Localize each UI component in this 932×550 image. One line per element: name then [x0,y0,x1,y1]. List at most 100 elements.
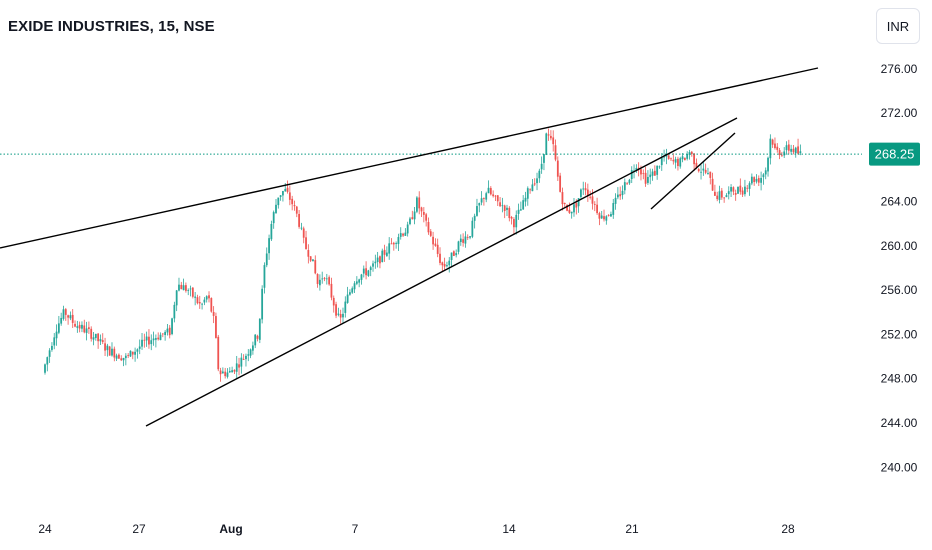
candlestick [175,289,178,312]
candlestick [219,367,222,382]
candlestick [700,164,702,180]
candlestick [487,180,490,194]
candlestick [351,286,354,294]
candlestick [76,320,79,333]
candlestick [256,334,259,342]
candlestick [446,261,448,268]
candlestick [224,367,227,379]
candlestick [559,172,562,193]
candlestick [233,369,236,374]
candlestick [757,175,760,187]
candlestick [272,210,275,229]
candlestick [748,181,751,196]
candlestick [85,321,88,341]
candlestick [152,331,155,346]
candlestick [755,174,758,184]
lower-support-trendline[interactable] [145,117,738,427]
candlestick [53,333,56,350]
candlestick [656,165,659,180]
candlestick [406,221,409,237]
candlestick [612,198,615,219]
candlestick [198,295,201,309]
upper-resistance-trendline[interactable] [0,67,819,249]
candlestick [522,195,525,210]
candlestick [651,168,654,181]
candlestick [409,216,411,226]
candlestick [277,197,280,209]
candlestick [217,334,220,372]
candlestick [670,157,672,161]
candlestick [104,337,106,356]
candlestick [44,363,46,375]
candlestick [746,184,749,193]
candlestick [697,167,700,173]
candlestick [99,334,102,345]
candlestick [607,214,610,217]
candlestick [672,153,675,165]
candlestick [605,215,608,225]
candlestick [171,317,173,336]
price-tick-label: 264.00 [881,195,918,209]
candlestick [238,357,240,376]
candlestick [422,207,425,223]
candlestick [136,348,139,359]
candlestick [228,367,231,373]
candlestick [679,156,682,169]
candlestick [249,348,252,359]
candlestick [455,249,458,258]
candlestick [242,354,245,361]
candlestick [150,334,153,351]
candlestick [517,203,520,220]
time-tick-label: 7 [352,522,359,536]
candlestick [385,246,388,257]
candlestick [725,193,728,198]
candlestick [300,222,303,231]
candlestick [173,301,176,323]
candlestick [501,197,504,213]
last-price-badge-box [869,142,920,166]
price-tick-label: 256.00 [881,283,918,297]
candlestick [122,357,125,367]
trendlines[interactable] [0,67,819,427]
candlestick [101,333,104,345]
wedge-lower-trendline[interactable] [650,132,736,210]
candlestick [526,186,529,206]
candlestick [376,251,379,268]
candlestick [349,289,351,296]
currency-selector[interactable]: INR [876,8,920,44]
candlestick [129,350,132,357]
candlestick [346,286,349,304]
candlestick [439,247,441,266]
candlestick [554,139,557,162]
candlestick [374,254,377,269]
candlestick [776,143,779,153]
candlestick [492,190,495,198]
candlestick [767,156,769,177]
candlestick [603,209,605,222]
candlestick [404,228,407,236]
candlestick [69,311,72,321]
candlestick [744,179,746,197]
candlestick [252,341,254,355]
candlestick [716,191,719,202]
candlestick [64,307,67,321]
candlestick [367,269,370,277]
candlestick [159,332,162,341]
candlestick [231,366,234,373]
candlestick [688,149,691,160]
candlestick [794,146,797,158]
candlestick [397,233,400,252]
candlestick [185,282,187,293]
candlestick [649,168,652,185]
candlestick [783,147,786,158]
candlestick [540,156,543,174]
candlestick [515,210,518,235]
price-tick-label: 252.00 [881,327,918,341]
candlestick [764,167,767,180]
candlestick [753,176,756,186]
candlestick [55,324,58,346]
candlestick [379,255,381,269]
